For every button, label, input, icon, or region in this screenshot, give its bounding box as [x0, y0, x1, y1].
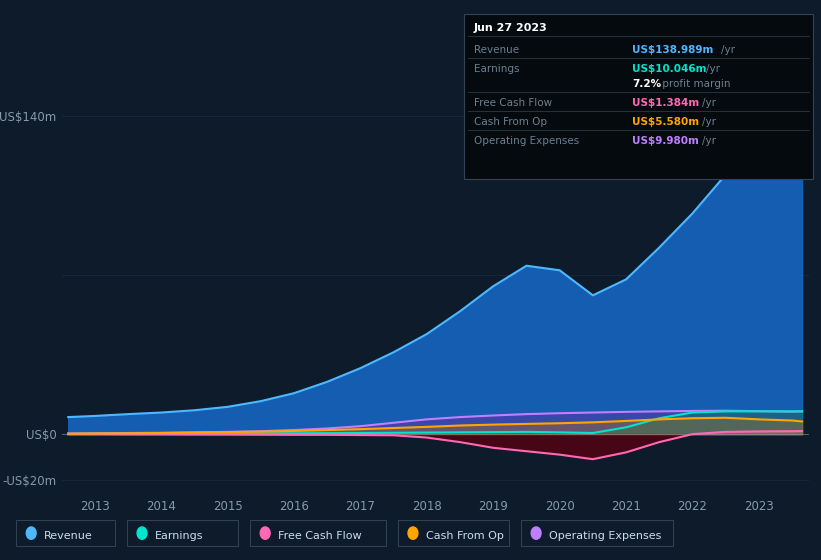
Text: US$1.384m: US$1.384m	[632, 98, 699, 108]
Text: Cash From Op: Cash From Op	[474, 117, 547, 127]
Text: Free Cash Flow: Free Cash Flow	[474, 98, 552, 108]
Text: Cash From Op: Cash From Op	[426, 531, 504, 541]
Text: Operating Expenses: Operating Expenses	[549, 531, 662, 541]
Text: Jun 27 2023: Jun 27 2023	[474, 23, 548, 33]
Text: Earnings: Earnings	[474, 64, 519, 74]
Text: /yr: /yr	[706, 64, 720, 74]
Text: profit margin: profit margin	[659, 79, 731, 89]
Text: US$10.046m: US$10.046m	[632, 64, 707, 74]
Text: Free Cash Flow: Free Cash Flow	[278, 531, 362, 541]
Text: Revenue: Revenue	[474, 45, 519, 55]
Text: Earnings: Earnings	[155, 531, 204, 541]
Text: 7.2%: 7.2%	[632, 79, 661, 89]
Text: Revenue: Revenue	[44, 531, 93, 541]
Text: US$5.580m: US$5.580m	[632, 117, 699, 127]
Text: Operating Expenses: Operating Expenses	[474, 136, 579, 146]
Text: /yr: /yr	[721, 45, 735, 55]
Text: /yr: /yr	[702, 117, 716, 127]
Text: /yr: /yr	[702, 98, 716, 108]
Text: US$138.989m: US$138.989m	[632, 45, 713, 55]
Text: /yr: /yr	[702, 136, 716, 146]
Text: US$9.980m: US$9.980m	[632, 136, 699, 146]
